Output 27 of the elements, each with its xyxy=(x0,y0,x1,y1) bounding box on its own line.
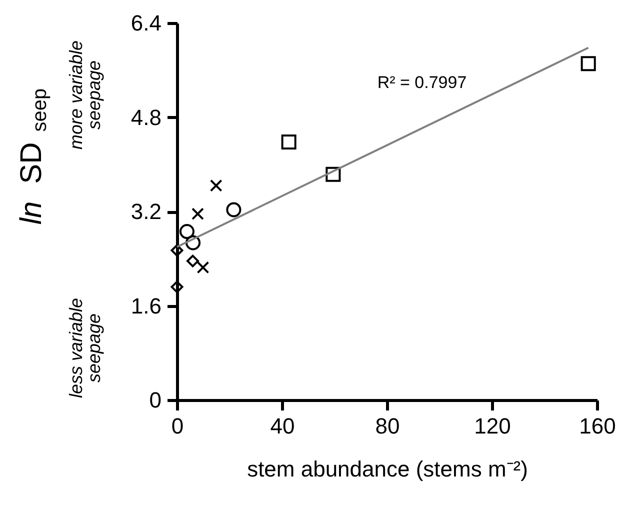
x-axis-title: stem abundance (stems m⁻²) xyxy=(247,456,528,482)
y-tick-label: 0 xyxy=(149,388,162,412)
text: more variable seepage xyxy=(66,40,104,150)
x-tick-label: 40 xyxy=(270,414,295,438)
y-tick-label: 1.6 xyxy=(130,293,162,318)
y-tick-label: 4.8 xyxy=(130,104,162,130)
point xyxy=(196,261,210,274)
y-tick-label: 3.2 xyxy=(130,199,162,224)
y-axis-title: ln SDseep xyxy=(15,88,51,225)
point xyxy=(281,134,296,150)
point xyxy=(186,254,199,268)
point xyxy=(170,244,184,257)
point xyxy=(326,166,341,182)
text: less variable seepage xyxy=(66,298,104,398)
point xyxy=(226,202,242,218)
x-tick-label: 80 xyxy=(375,414,400,438)
point xyxy=(580,56,596,72)
x-tick-label: 120 xyxy=(474,414,511,438)
point xyxy=(185,235,201,250)
y-tick-label: 6.4 xyxy=(130,10,162,36)
point xyxy=(170,280,184,294)
point xyxy=(179,224,194,240)
x-tick-label: 160 xyxy=(579,414,616,438)
point xyxy=(192,208,204,220)
point xyxy=(210,179,222,192)
x-tick-label: 0 xyxy=(171,414,184,438)
annotation: R² = 0.7997 xyxy=(377,73,467,92)
